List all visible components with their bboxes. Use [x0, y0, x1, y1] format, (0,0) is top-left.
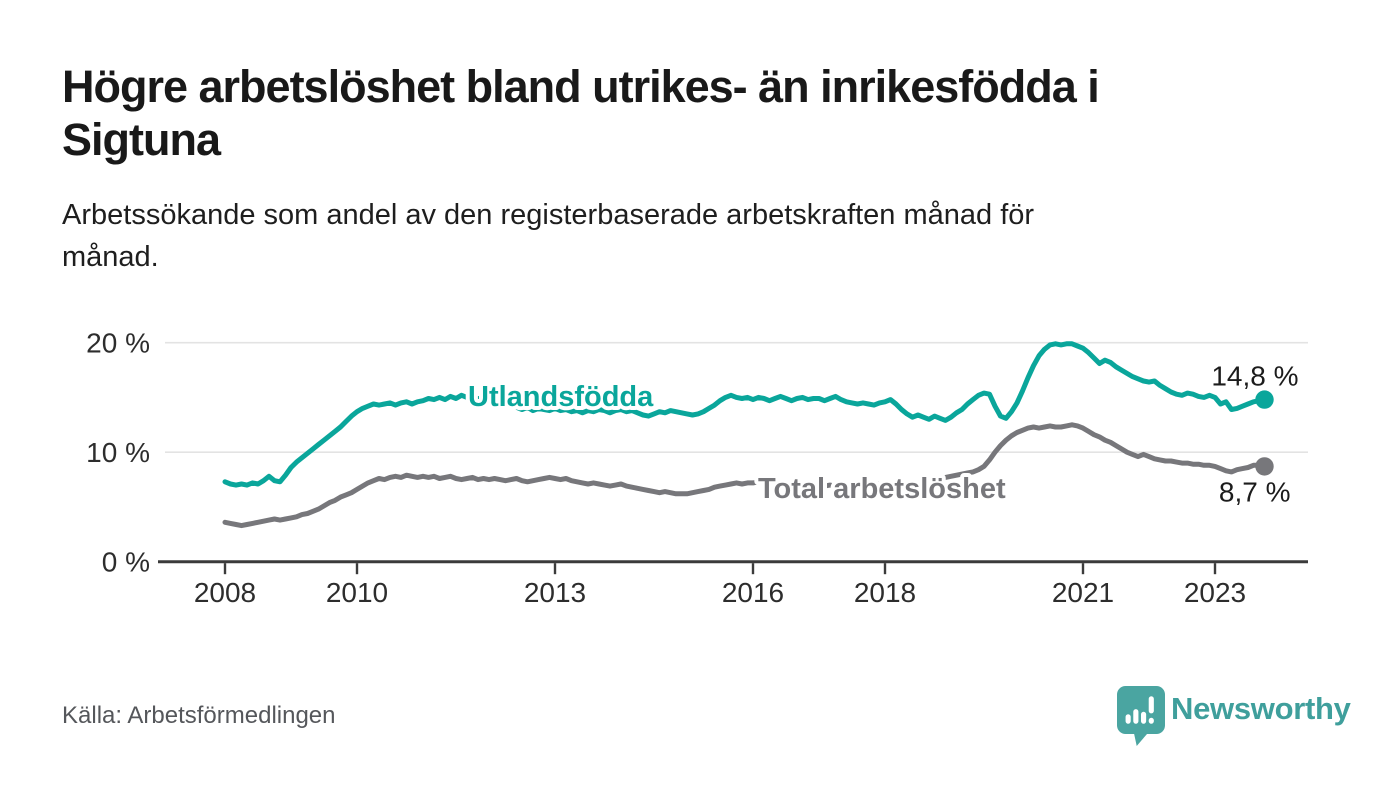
x-tick-label-2021: 2021 [1052, 577, 1114, 608]
page-title-line-1: Högre arbetslöshet bland utrikes- än inr… [62, 61, 1100, 112]
series-label-total-arbetsloshet: Total arbetslöshet [758, 473, 1006, 505]
series-end-dot-utlandsfodda [1255, 390, 1274, 409]
x-tick-label-2010: 2010 [326, 577, 388, 608]
page-title-line-2: Sigtuna [62, 114, 221, 165]
series-line-utlandsfodda [222, 341, 1267, 488]
newsworthy-logo: Newsworthy [1117, 686, 1351, 748]
series-end-value-utlandsfodda: 14,8 % [1211, 361, 1298, 392]
x-tick-label-2008: 2008 [194, 577, 256, 608]
series-line-total-arbetsloshet [222, 422, 1267, 529]
y-tick-label-10: 10 % [86, 437, 150, 468]
series-end-dot-total-arbetsloshet [1255, 457, 1274, 476]
unemployment-line-chart: 0 % 10 % 20 % 2008 2010 2013 2016 2018 2021 2023 U… [86, 328, 1308, 608]
newsworthy-pin-barchart-icon [1117, 686, 1165, 746]
page-subtitle: Arbetssökande som andel av den registerb… [62, 194, 1292, 278]
page-subtitle-line-1: Arbetssökande som andel av den registerb… [62, 199, 1035, 231]
x-tick-label-2023: 2023 [1184, 577, 1246, 608]
page-subtitle-line-2: månad. [62, 241, 159, 273]
newsworthy-wordmark: Newsworthy [1171, 691, 1351, 726]
x-tick-label-2016: 2016 [722, 577, 784, 608]
x-tick-label-2018: 2018 [854, 577, 916, 608]
y-tick-label-20: 20 % [86, 328, 150, 359]
source-note: Källa: Arbetsförmedlingen [62, 702, 336, 729]
series-label-utlandsfodda: Utlandsfödda [468, 381, 654, 413]
page-title: Högre arbetslöshet bland utrikes- än inr… [62, 60, 1352, 166]
y-tick-label-0: 0 % [102, 547, 150, 578]
series-end-value-total-arbetsloshet: 8,7 % [1219, 476, 1291, 507]
x-tick-label-2013: 2013 [524, 577, 586, 608]
